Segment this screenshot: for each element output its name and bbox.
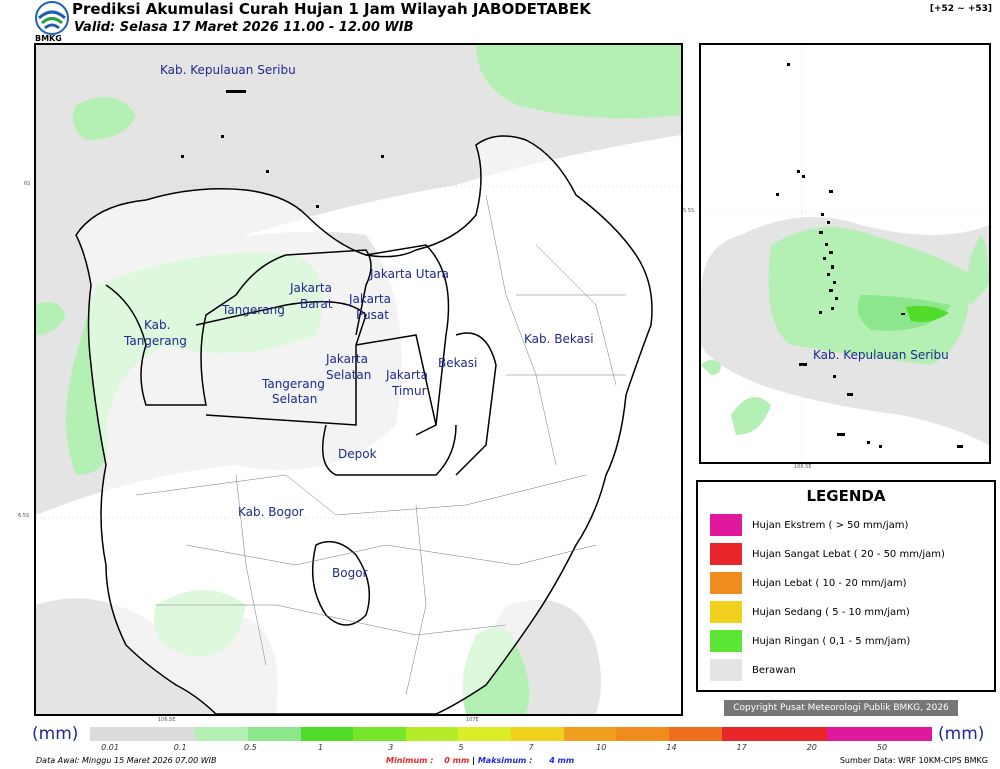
label-jakarta-barat-2: Barat [300,297,333,311]
label-jakarta-utara: Jakarta Utara [369,267,449,281]
label-jakarta-selatan-1: Jakarta [325,352,368,366]
colorbar-segment [563,727,617,741]
label-depok: Depok [338,447,377,461]
colorbar-segment [721,727,775,741]
legend-swatch [710,630,742,652]
colorbar-segment [300,727,354,741]
label-jakarta-pusat-1: Jakarta [348,292,391,306]
inset-tick-lon: 106.5E [794,464,812,470]
colorbar-segment [826,727,880,741]
colorbar-segment [405,727,459,741]
minimum-value: 0 mm [444,756,470,765]
colorbar-tick-label: 14 [666,743,677,752]
colorbar-tick-label: 20 [806,743,817,752]
label-jakarta-pusat-2: Pusat [356,308,389,322]
colorbar-segment [668,727,722,741]
label-bekasi: Bekasi [438,356,477,370]
colorbar-tick-label: 50 [876,743,888,752]
label-kab-tangerang-2: Tangerang [123,334,187,348]
legend-panel: LEGENDA Hujan Ekstrem ( > 50 mm/jam) Huj… [696,480,996,692]
colorbar-segment [616,727,669,741]
maximum-label: Maksimum : [477,756,533,765]
maximum-value: 4 mm [549,756,575,765]
inset-tick-lat: 5.5S [683,208,695,214]
legend-label: Hujan Ekstrem ( > 50 mm/jam) [752,519,909,531]
legend-swatch [710,514,742,536]
main-map-canvas: Kab. Kepulauan Seribu Jakarta Utara Jaka… [22,45,681,715]
tick-lon-106-5e: 106.5E [158,717,176,723]
inset-map[interactable]: Kab. Kepulauan Seribu [699,43,991,464]
colorbar-tick-label: 10 [596,743,607,752]
copyright: Copyright Pusat Meteorologi Publik BMKG,… [724,700,958,716]
colorbar-segment [774,727,827,741]
legend-label: Hujan Lebat ( 10 - 20 mm/jam) [752,577,907,589]
colorbar-segment [247,727,301,741]
bmkg-logo [34,0,70,44]
label-jakarta-timur-1: Jakarta [385,368,428,382]
colorbar-tick-label: 1 [317,743,324,752]
inset-label-kab-kepulauan-seribu: Kab. Kepulauan Seribu [813,348,949,362]
main-map[interactable]: Kab. Kepulauan Seribu Jakarta Utara Jaka… [22,43,683,716]
colorbar-segment [353,727,406,741]
legend-item-sangat-lebat: Hujan Sangat Lebat ( 20 - 50 mm/jam) [710,543,945,565]
colorbar-tick-label: 7 [528,743,534,752]
min-max: Minimum : 0 mm | Maksimum : 4 mm [386,756,575,765]
colorbar-tick-label: 3 [388,743,394,752]
legend-item-sedang: Hujan Sedang ( 5 - 10 mm/jam) [710,601,910,623]
tick-lat-6-5s-outer: 6.5S [18,513,30,519]
label-kab-tangerang-1: Kab. [144,318,170,332]
label-bogor: Bogor [332,566,368,580]
legend-swatch [710,543,742,565]
page-title: Prediksi Akumulasi Curah Hujan 1 Jam Wil… [72,0,591,18]
logo-text: BMKG [35,34,62,43]
legend-item-lebat: Hujan Lebat ( 10 - 20 mm/jam) [710,572,906,594]
colorbar-tick-label: 17 [736,743,747,752]
colorbar-segment [195,727,248,741]
colorbar-segment [879,727,932,741]
colorbar-segment [90,727,143,741]
colorbar-segment [142,727,196,741]
valid-period: Valid: Selasa 17 Maret 2026 11.00 - 12.0… [74,20,414,35]
inset-map-canvas: Kab. Kepulauan Seribu [701,45,989,462]
legend-title: LEGENDA [806,487,886,505]
colorbar-tick-label: 0.1 [173,743,187,752]
colorbar-unit-left: (mm) [32,724,79,744]
legend-label: Hujan Ringan ( 0,1 - 5 mm/jam) [752,635,911,647]
run-range: [+52 ~ +53] [929,4,992,14]
legend-item-berawan: Berawan [710,659,796,681]
colorbar-ticks: 0.01 0.1 0.5 1 3 5 7 10 14 17 20 50 [90,743,932,753]
colorbar-segment [458,727,511,741]
label-tangerang-selatan-1: Tangerang [261,377,325,391]
label-kab-kepulauan-seribu: Kab. Kepulauan Seribu [160,63,296,77]
colorbar-unit-right: (mm) [938,724,985,744]
data-awal: Data Awal: Minggu 15 Maret 2026 07.00 WI… [36,756,217,765]
colorbar-segment [511,727,564,741]
label-jakarta-barat-1: Jakarta [289,281,332,295]
legend-label: Berawan [752,664,796,676]
label-jakarta-timur-2: Timur [391,384,427,398]
tick-lat-6s-outer: 6S [24,181,31,187]
legend-item-ringan: Hujan Ringan ( 0,1 - 5 mm/jam) [710,630,910,652]
label-kab-bekasi: Kab. Bekasi [524,332,594,346]
legend-swatch [710,659,742,681]
legend-label: Hujan Sedang ( 5 - 10 mm/jam) [752,606,910,618]
legend-label: Hujan Sangat Lebat ( 20 - 50 mm/jam) [752,548,945,560]
label-jakarta-selatan-2: Selatan [326,368,371,382]
colorbar [90,727,932,741]
label-tangerang: Tangerang [221,303,285,317]
label-kab-bogor: Kab. Bogor [238,505,304,519]
colorbar-tick-label: 5 [458,743,464,752]
legend-item-ekstrem: Hujan Ekstrem ( > 50 mm/jam) [710,514,908,536]
colorbar-tick-label: 0.5 [243,743,257,752]
data-source: Sumber Data: WRF 10KM-CIPS BMKG [839,756,988,765]
legend-swatch [710,572,742,594]
tick-lon-107e: 107E [466,717,479,723]
label-tangerang-selatan-2: Selatan [272,392,317,406]
legend-swatch [710,601,742,623]
colorbar-tick-label: 0.01 [101,743,119,752]
minimum-label: Minimum : [386,756,434,765]
